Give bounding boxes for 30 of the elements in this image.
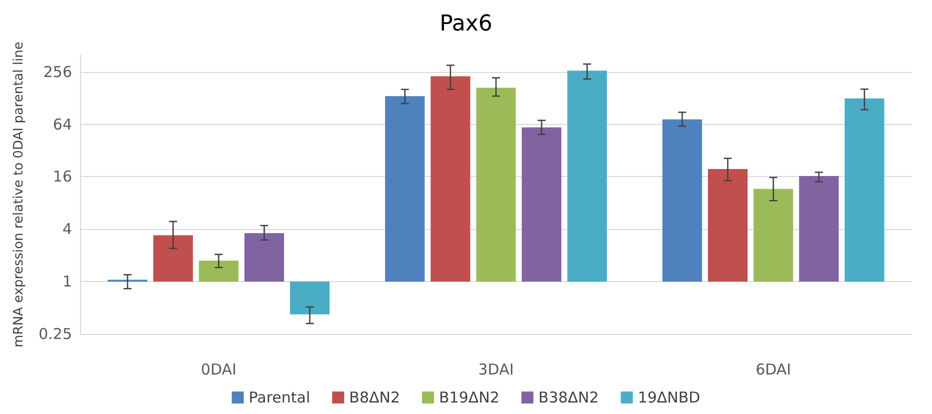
legend-label: B19ΔN2 xyxy=(439,388,500,406)
bar xyxy=(153,235,193,282)
legend-label: Parental xyxy=(248,388,310,406)
bar xyxy=(754,188,794,282)
bar xyxy=(430,76,470,282)
bar xyxy=(662,119,702,282)
y-axis-title: mRNA expression relative to 0DAI parental line xyxy=(12,42,27,348)
bar xyxy=(385,96,425,282)
bar xyxy=(198,260,238,282)
bar xyxy=(844,98,884,282)
x-tick-label: 6DAI xyxy=(756,360,792,378)
bar xyxy=(567,70,607,282)
bar xyxy=(476,88,516,282)
bar xyxy=(244,233,284,282)
legend-label: 19ΔNBD xyxy=(638,388,700,406)
y-tick-label: 4 xyxy=(62,220,72,238)
y-tick-label: 256 xyxy=(43,62,72,81)
legend-label: B8ΔN2 xyxy=(349,388,400,406)
y-tick-label: 1 xyxy=(62,272,72,291)
x-tick-label: 0DAI xyxy=(200,360,236,378)
chart-title: Pax6 xyxy=(440,12,492,36)
bar xyxy=(799,176,839,282)
bar xyxy=(708,169,748,282)
bar xyxy=(290,282,330,314)
x-tick-label: 3DAI xyxy=(478,360,514,378)
bar xyxy=(522,127,562,282)
legend-label: B38ΔN2 xyxy=(538,388,599,406)
y-tick-label: 64 xyxy=(52,115,72,134)
y-tick-label: 16 xyxy=(52,168,72,186)
y-tick-label: 0.25 xyxy=(38,325,72,343)
